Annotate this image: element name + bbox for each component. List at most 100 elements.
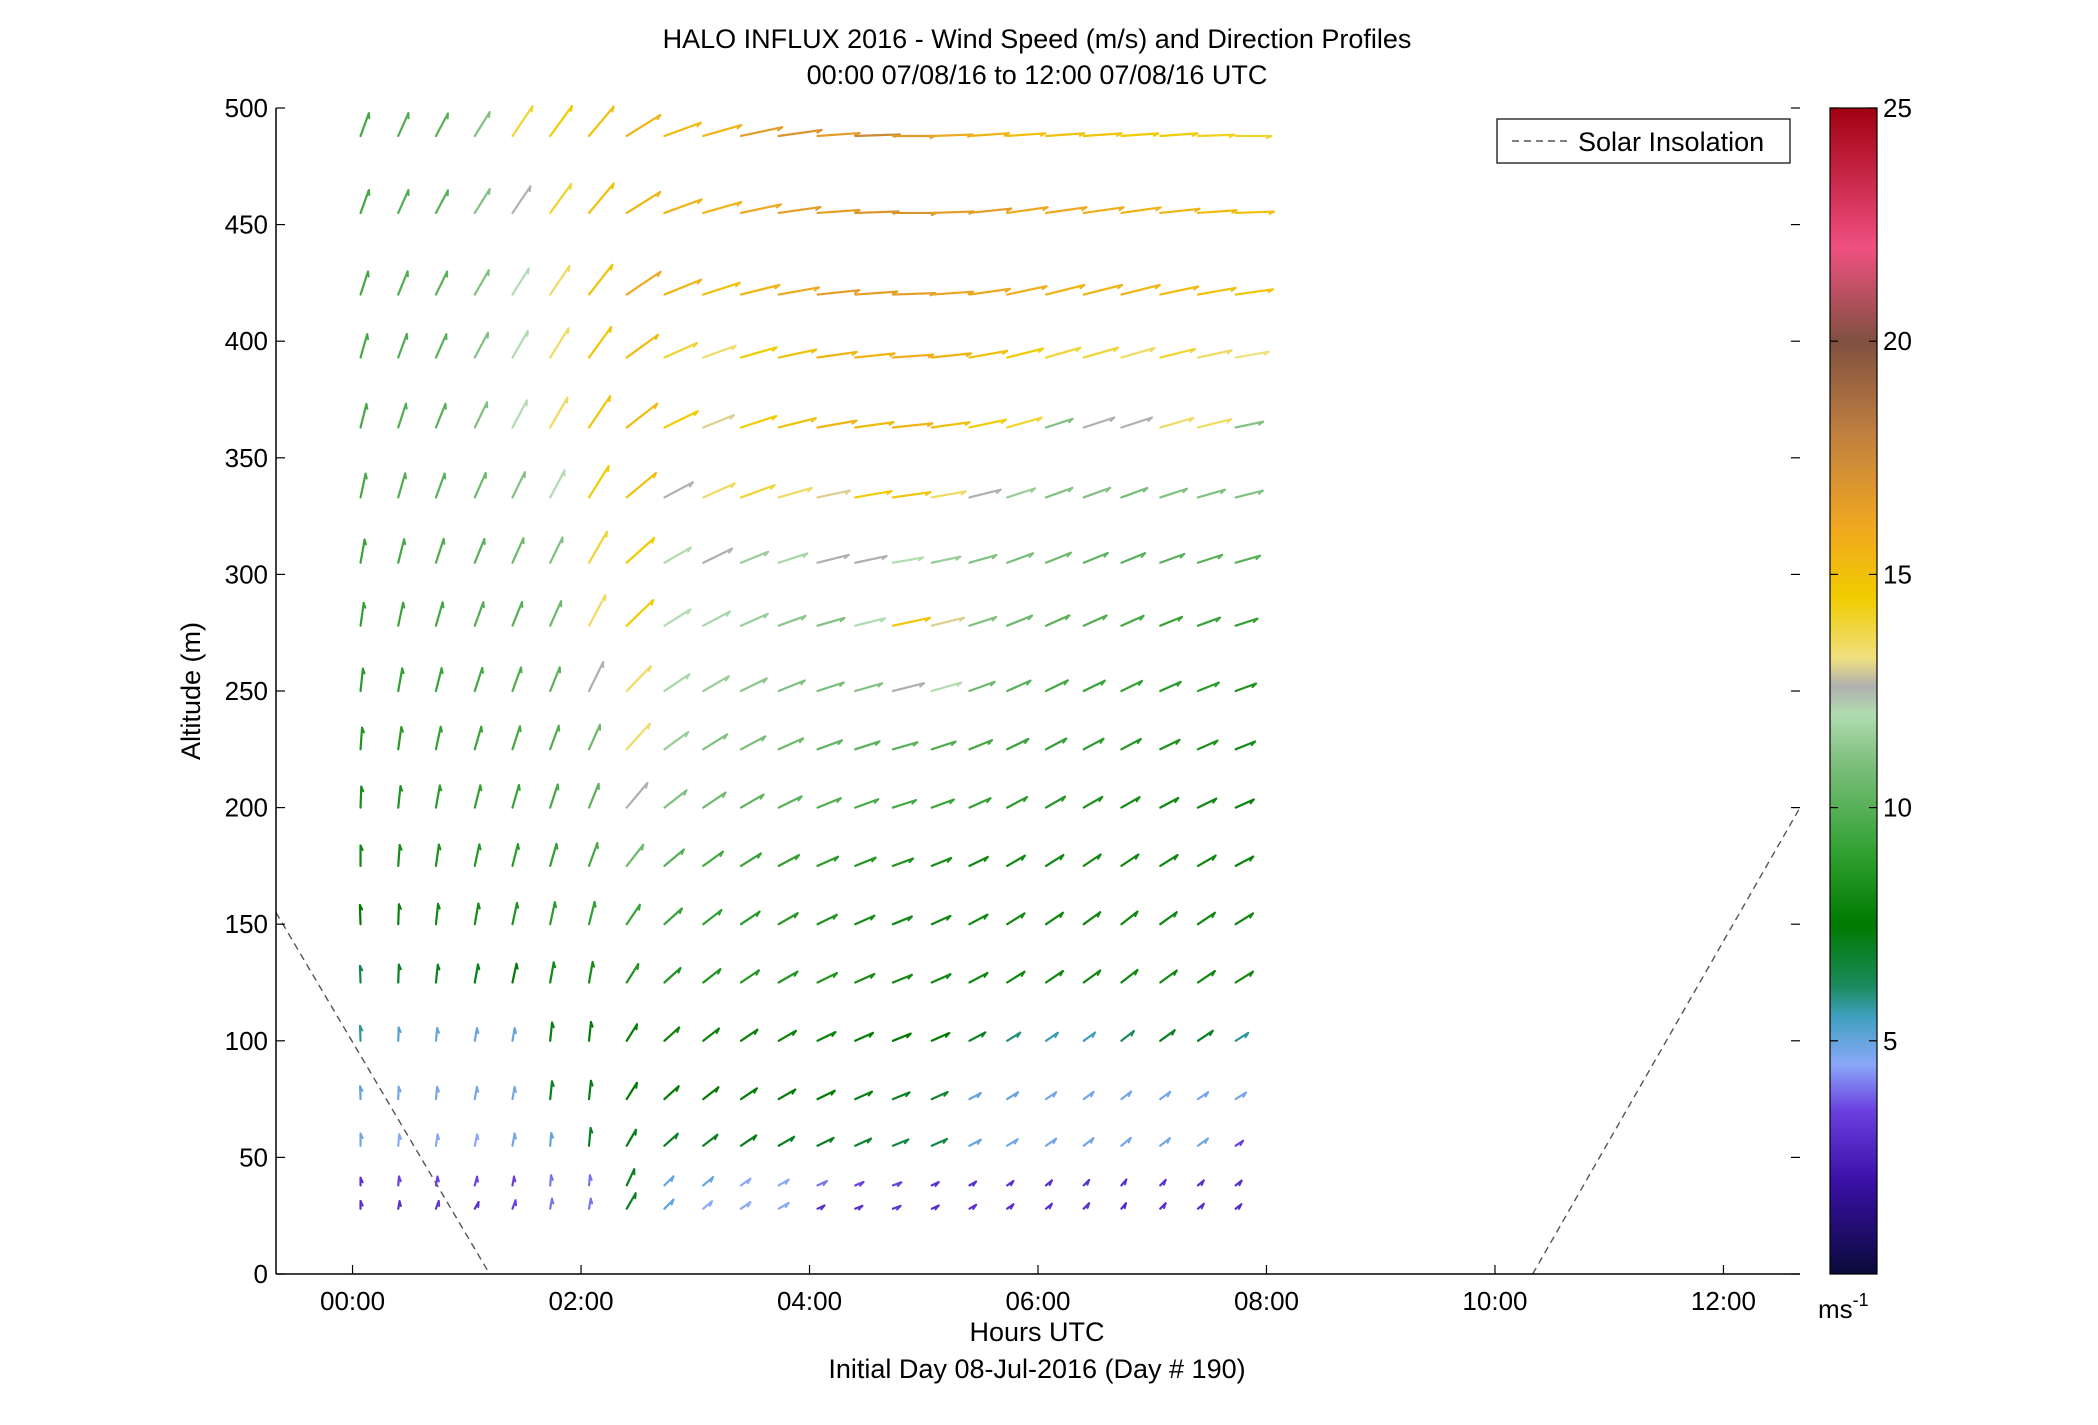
wind-arrow — [358, 903, 362, 926]
wind-arrow-head — [1217, 553, 1224, 560]
wind-arrow-head — [960, 490, 967, 496]
wind-arrow-head — [735, 281, 741, 288]
wind-arrow — [1196, 418, 1233, 429]
wind-arrow-head — [683, 789, 688, 796]
wind-arrow-head — [1118, 206, 1125, 212]
wind-arrow — [1159, 738, 1181, 751]
wind-arrow — [816, 489, 852, 499]
wind-arrow — [1196, 739, 1219, 751]
wind-arrow — [587, 782, 600, 809]
wind-arrow-head — [551, 1080, 555, 1088]
wind-arrow — [1044, 206, 1088, 215]
wind-arrow — [663, 546, 693, 564]
wind-arrow-head — [367, 112, 371, 120]
wind-arrow — [587, 594, 607, 627]
wind-arrow — [434, 784, 441, 809]
wind-arrow-head — [844, 489, 851, 495]
colorbar-unit-exp: -1 — [1853, 1290, 1869, 1310]
wind-arrow — [549, 961, 555, 984]
wind-arrow-head — [1013, 1138, 1019, 1145]
wind-arrow — [777, 348, 818, 359]
wind-arrow-head — [991, 554, 998, 560]
wind-arrow-head — [1048, 1179, 1053, 1187]
wind-arrow — [1006, 912, 1026, 926]
wind-arrow — [587, 325, 613, 359]
wind-arrow-head — [851, 419, 858, 425]
y-tick-label: 200 — [225, 793, 268, 823]
wind-arrow-head — [1002, 349, 1009, 355]
wind-arrow-head — [1124, 1178, 1128, 1186]
wind-arrow — [968, 739, 994, 751]
wind-arrow — [473, 537, 486, 564]
wind-arrow — [777, 1088, 797, 1101]
wind-arrow-head — [436, 1085, 440, 1093]
wind-arrow-head — [1258, 420, 1265, 426]
wind-arrow-head — [924, 616, 931, 622]
y-tick-label: 150 — [225, 909, 268, 939]
wind-arrow — [663, 848, 686, 868]
wind-arrow-head — [976, 1092, 982, 1099]
wind-arrow-head — [774, 283, 781, 290]
wind-arrow-head — [832, 971, 838, 978]
wind-arrow — [359, 538, 366, 564]
wind-arrow — [1234, 554, 1262, 564]
wind-arrow-head — [871, 856, 877, 863]
wind-arrow — [739, 550, 770, 564]
wind-arrow — [1234, 617, 1259, 627]
wind-arrow-head — [934, 1181, 940, 1188]
wind-arrow-head — [1127, 1090, 1133, 1098]
wind-arrow — [854, 554, 888, 564]
wind-arrow-head — [1090, 1137, 1095, 1144]
wind-arrow-head — [1212, 797, 1218, 804]
wind-arrow-head — [1079, 283, 1086, 290]
wind-arrow-head — [1009, 1203, 1015, 1210]
wind-arrow-head — [359, 1176, 364, 1184]
wind-arrow — [1120, 552, 1147, 564]
wind-arrow — [1234, 1031, 1250, 1042]
wind-arrow — [549, 182, 573, 215]
wind-arrow — [777, 912, 799, 926]
wind-arrow-head — [645, 781, 649, 789]
wind-arrow-head — [609, 325, 613, 333]
wind-arrow — [1006, 206, 1049, 215]
wind-arrow-head — [831, 1031, 837, 1038]
wind-arrow — [625, 722, 651, 751]
wind-arrow-head — [1238, 1203, 1243, 1210]
wind-arrow — [434, 189, 450, 215]
wind-arrow — [930, 352, 973, 359]
wind-arrow-head — [476, 1133, 480, 1141]
y-tick-label: 350 — [225, 443, 268, 473]
wind-arrow — [473, 666, 484, 693]
wind-arrow — [1234, 798, 1255, 809]
wind-arrow-head — [436, 1133, 441, 1141]
wind-arrow-head — [1268, 210, 1275, 215]
wind-arrow-head — [976, 1138, 982, 1145]
wind-arrow — [854, 617, 887, 627]
wind-arrow-head — [570, 105, 573, 112]
wind-arrow-head — [907, 973, 913, 980]
wind-arrow-head — [1214, 681, 1220, 688]
wind-arrow-head — [917, 556, 925, 562]
wind-arrow-head — [358, 904, 364, 911]
wind-arrow-head — [714, 1133, 719, 1141]
wind-arrow-head — [401, 667, 405, 675]
wind-arrow — [1196, 911, 1216, 926]
wind-arrow-head — [675, 1085, 680, 1092]
wind-arrow — [1006, 487, 1037, 499]
wind-arrow-head — [478, 843, 482, 851]
wind-arrow-head — [784, 1178, 790, 1185]
wind-arrow-head — [880, 617, 886, 623]
wind-arrow-head — [1059, 970, 1064, 977]
wind-arrow — [854, 798, 880, 809]
solar-insolation-line — [1532, 807, 1801, 1275]
wind-arrow — [511, 901, 519, 926]
wind-arrow-head — [995, 488, 1002, 494]
wind-arrow — [739, 1134, 758, 1147]
wind-arrow-head — [1062, 737, 1068, 744]
wind-arrow-head — [1191, 132, 1199, 137]
wind-arrow — [397, 189, 410, 215]
wind-arrow-head — [1006, 207, 1013, 213]
wind-arrow — [968, 132, 1010, 138]
wind-arrow — [1120, 796, 1141, 809]
wind-arrow-head — [896, 1181, 903, 1187]
